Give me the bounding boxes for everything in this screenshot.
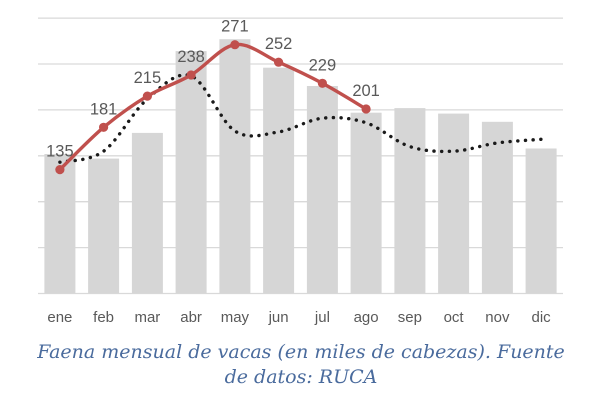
- dotted-line-path: [58, 73, 543, 164]
- data-label-ene: 135: [46, 143, 74, 161]
- bar-ago: [350, 112, 382, 294]
- chart-caption: Faena mensual de vacas (en miles de cabe…: [0, 340, 602, 390]
- data-label-jun: 252: [265, 35, 293, 53]
- bar-series-group: [44, 39, 557, 294]
- caption-line-2: de datos: RUCA: [224, 366, 378, 388]
- data-labels-group: 135 181 215 238 271 252 229 201: [46, 18, 380, 161]
- bar-sep: [394, 108, 426, 294]
- x-axis-label-dic: dic: [532, 309, 552, 326]
- data-label-jul: 229: [309, 56, 337, 74]
- x-axis-label-may: may: [221, 309, 250, 326]
- x-axis-label-oct: oct: [444, 309, 465, 326]
- x-axis-label-nov: nov: [485, 309, 510, 326]
- marker-jun: [274, 57, 284, 67]
- bar-jun: [263, 67, 295, 294]
- bar-dic: [525, 148, 557, 294]
- marker-may: [230, 40, 240, 50]
- x-axis-label-feb: feb: [93, 309, 114, 326]
- data-label-ago: 201: [352, 82, 380, 100]
- bar-oct: [438, 113, 470, 294]
- bar-mar: [131, 132, 163, 294]
- bar-feb: [88, 158, 120, 294]
- data-label-feb: 181: [90, 100, 118, 118]
- caption-line-1: Faena mensual de vacas (en miles de cabe…: [37, 341, 565, 363]
- bar-nov: [481, 121, 513, 294]
- x-axis-label-sep: sep: [398, 309, 422, 326]
- bar-abr: [175, 51, 207, 294]
- solid-line-series: [55, 40, 371, 175]
- data-label-mar: 215: [134, 69, 162, 87]
- data-label-abr: 238: [177, 48, 205, 66]
- x-axis-label-jul: jul: [314, 309, 330, 326]
- x-axis-label-abr: abr: [180, 309, 202, 326]
- marker-ene: [55, 165, 65, 175]
- x-axis-label-ago: ago: [354, 309, 379, 326]
- dotted-line-series: [58, 73, 543, 164]
- bar-ene: [44, 154, 76, 294]
- marker-mar: [142, 91, 152, 101]
- data-label-may: 271: [221, 18, 249, 36]
- marker-ago: [361, 104, 371, 114]
- x-axis-label-ene: ene: [47, 309, 72, 326]
- marker-jul: [317, 78, 327, 88]
- x-axis-labels-group: ene feb mar abr may jun jul ago sep oct nov dic: [47, 309, 551, 326]
- marker-feb: [99, 122, 109, 132]
- bar-may: [219, 39, 251, 294]
- chart-canvas: 135 181 215 238 271 252 229 201 ene feb mar abr may…: [38, 17, 563, 326]
- x-axis-label-jun: jun: [268, 309, 289, 326]
- x-axis-label-mar: mar: [134, 309, 160, 326]
- marker-abr: [186, 70, 196, 80]
